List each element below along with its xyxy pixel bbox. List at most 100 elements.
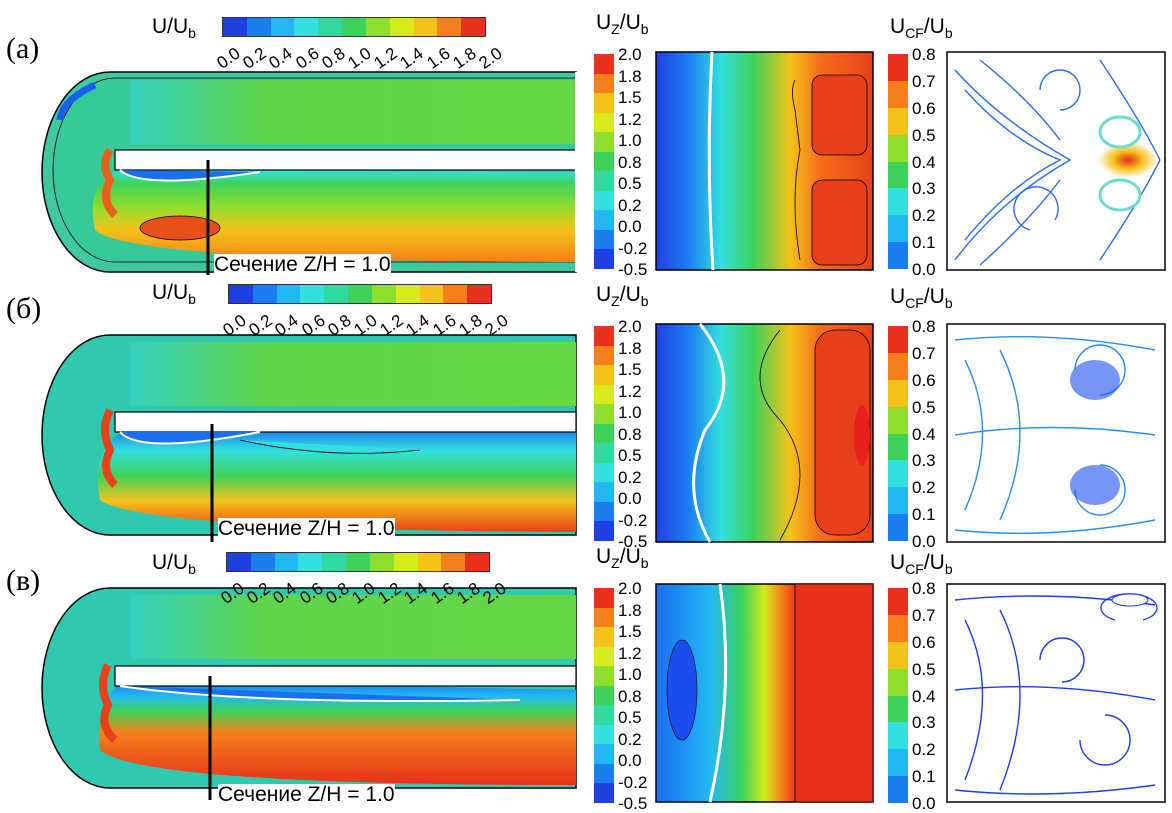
colorbar-tick-label: 0.1 (912, 505, 936, 525)
colorbar-tick-label: -0.5 (618, 532, 648, 551)
colorbar-swatch (888, 406, 908, 434)
colorbar-swatch (594, 482, 614, 502)
colorbar-tick-label: 0.8 (912, 45, 936, 64)
colorbar-swatch (594, 404, 614, 424)
colorbar-swatch (888, 695, 908, 723)
colorbar-swatch (888, 614, 908, 642)
colorbar-swatch (594, 54, 614, 74)
row-b-uz-contour-plot (655, 323, 874, 543)
row-a-uz-colorbar (594, 54, 614, 269)
colorbar-swatch (888, 215, 908, 243)
colorbar-tick-label: 0.1 (912, 767, 936, 787)
colorbar-swatch (395, 285, 420, 303)
colorbar-tick-label: 1.2 (618, 109, 642, 129)
colorbar-swatch (365, 18, 390, 36)
colorbar-swatch (298, 553, 323, 571)
colorbar-swatch (594, 384, 614, 405)
colorbar-swatch (318, 18, 343, 36)
colorbar-tick-label: 1.2 (618, 381, 642, 401)
colorbar-tick-label: 0.4 (912, 424, 936, 444)
colorbar-swatch (594, 249, 614, 269)
colorbar-swatch (594, 724, 614, 745)
row-c-u-colorbar (226, 552, 490, 572)
row-c-ucf-streamline-plot (946, 583, 1166, 803)
colorbar-swatch (594, 190, 614, 211)
colorbar-swatch (594, 763, 614, 784)
row-c-uz-colorbar (594, 588, 614, 803)
colorbar-swatch (594, 685, 614, 706)
colorbar-swatch (888, 487, 908, 515)
colorbar-swatch (346, 553, 370, 571)
colorbar-tick-label: 1.0 (618, 665, 642, 684)
row-a-uz-contour-plot (655, 51, 874, 271)
colorbar-swatch (417, 553, 442, 571)
colorbar-swatch (274, 553, 299, 571)
colorbar-swatch (888, 514, 908, 541)
colorbar-swatch (594, 627, 614, 647)
colorbar-swatch (393, 553, 418, 571)
row-b-ucf-streamline-plot (946, 323, 1166, 543)
colorbar-tick-label: 1.8 (618, 338, 642, 358)
colorbar-tick-label: 0.0 (618, 217, 642, 236)
colorbar-swatch (594, 171, 614, 191)
colorbar-tick-label: 2.0 (618, 45, 642, 64)
colorbar-tick-label: -0.5 (618, 260, 648, 279)
colorbar-swatch (888, 749, 908, 777)
colorbar-swatch (888, 379, 908, 407)
colorbar-swatch (229, 285, 253, 303)
colorbar-tick-label: 0.5 (912, 125, 936, 145)
row-b-label: (б) (6, 292, 42, 325)
colorbar-swatch (270, 18, 295, 36)
row-c-ucf-colorbar-ticks: 0.8 0.7 0.6 0.5 0.4 0.3 0.2 0.1 0.0 (912, 580, 946, 813)
colorbar-swatch (594, 744, 614, 764)
row-c-uz-contour-plot (655, 583, 874, 803)
colorbar-tick-label: 0.2 (618, 195, 642, 215)
row-a-ucf-title: UCF/Ub (890, 15, 953, 42)
colorbar-tick-label: 0.0 (912, 260, 936, 279)
colorbar-swatch (888, 107, 908, 135)
colorbar-tick-label: 1.5 (618, 622, 642, 641)
colorbar-swatch (594, 73, 614, 94)
colorbar-tick-label: 0.2 (912, 740, 936, 760)
row-c-u-colorbar-ticks: 0.0 0.2 0.4 0.6 0.8 1.0 1.2 1.4 1.6 1.8 2.0 (217, 579, 509, 608)
row-a-uz-colorbar-ticks: 2.0 1.8 1.5 1.2 1.0 0.8 0.5 0.2 0.0 -0.2 -0.5 (618, 45, 658, 279)
colorbar-swatch (594, 666, 614, 686)
colorbar-swatch (888, 352, 908, 380)
colorbar-swatch (594, 132, 614, 152)
colorbar-swatch (594, 588, 614, 608)
row-c-uz-title: UZ/Ub (596, 545, 649, 572)
row-b-uz-colorbar-ticks: 2.0 1.8 1.5 1.2 1.0 0.8 0.5 0.2 0.0 -0.2 -0.5 (618, 318, 658, 551)
row-c-section-label: Сечение Z/H = 1.0 (218, 783, 395, 806)
colorbar-swatch (324, 285, 349, 303)
row-b-uz-colorbar (594, 326, 614, 541)
colorbar-tick-label: -0.2 (618, 772, 648, 792)
colorbar-swatch (888, 54, 908, 81)
colorbar-swatch (252, 285, 277, 303)
colorbar-tick-label: 0.8 (618, 152, 642, 172)
row-b-uz-title: UZ/Ub (596, 283, 649, 310)
colorbar-swatch (419, 285, 444, 303)
colorbar-tick-label: -0.2 (618, 238, 648, 258)
row-c-u-contour-plot (41, 587, 577, 800)
colorbar-tick-label: -0.2 (618, 510, 648, 530)
colorbar-swatch (888, 668, 908, 696)
colorbar-swatch (594, 326, 614, 346)
colorbar-tick-label: 0.5 (912, 659, 936, 679)
colorbar-swatch (594, 705, 614, 725)
colorbar-tick-label: -0.5 (618, 794, 648, 813)
colorbar-swatch (594, 210, 614, 230)
colorbar-tick-label: 0.2 (912, 206, 936, 226)
colorbar-tick-label: 0.7 (912, 343, 936, 363)
colorbar-tick-label: 1.5 (618, 88, 642, 107)
colorbar-swatch (461, 18, 485, 36)
colorbar-tick-label: 0.0 (912, 794, 936, 813)
row-c-ucf-title: UCF/Ub (890, 551, 953, 578)
colorbar-swatch (413, 18, 438, 36)
colorbar-tick-label: 0.0 (618, 489, 642, 508)
colorbar-tick-label: 0.2 (912, 478, 936, 498)
row-a-section-label: Сечение Z/H = 1.0 (214, 253, 391, 276)
colorbar-swatch (348, 285, 372, 303)
colorbar-tick-label: 1.8 (618, 66, 642, 86)
colorbar-swatch (465, 553, 489, 571)
